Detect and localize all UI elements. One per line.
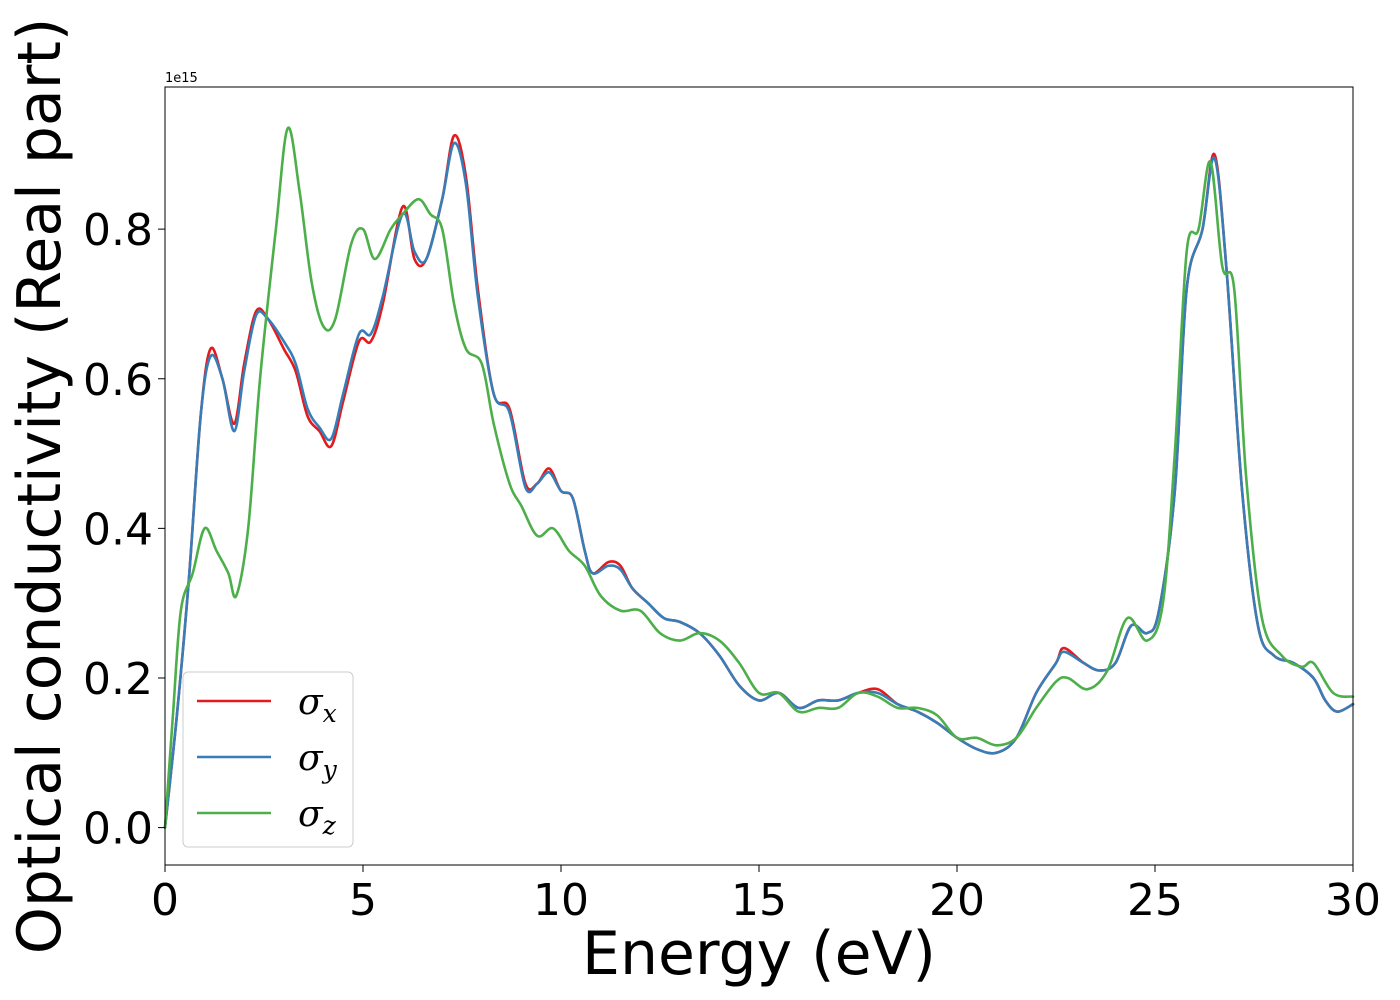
x-tick-label: 0 <box>151 875 179 926</box>
legend-label-base: σ <box>298 682 324 723</box>
x-tick-label: 30 <box>1325 875 1381 926</box>
legend-label-x: σx <box>298 682 337 728</box>
y-offset-label: 1e15 <box>165 71 198 86</box>
x-axis-title: Energy (eV) <box>582 919 936 989</box>
legend-label-base: σ <box>298 738 324 779</box>
ticks-layer: 0 5 10 15 20 25 30 0.0 0.2 0.4 0.6 0.8 <box>83 205 1381 926</box>
series-layer <box>163 126 1355 829</box>
legend-label-z: σz <box>298 794 337 840</box>
series-line-y <box>163 141 1355 829</box>
series-line-z <box>163 126 1355 829</box>
y-tick-label: 0.2 <box>83 654 153 705</box>
legend-label-subscript: x <box>323 699 337 728</box>
x-tick-label: 5 <box>349 875 377 926</box>
x-tick-label: 15 <box>731 875 787 926</box>
y-axis-title: Optical conductivity (Real part) <box>5 18 75 955</box>
legend-label-base: σ <box>298 794 324 835</box>
y-tick-label: 0.6 <box>83 355 153 406</box>
x-tick-label: 25 <box>1127 875 1183 926</box>
y-tick-label: 0.8 <box>83 205 153 256</box>
legend-label-y: σy <box>298 738 338 784</box>
x-tick-label: 10 <box>533 875 589 926</box>
legend-label-subscript: z <box>322 811 337 840</box>
x-tick-label: 20 <box>929 875 985 926</box>
legend-label-subscript: y <box>322 755 338 784</box>
y-tick-label: 0.0 <box>83 804 153 855</box>
y-tick-label: 0.4 <box>83 504 153 555</box>
legend-frame <box>182 671 354 848</box>
